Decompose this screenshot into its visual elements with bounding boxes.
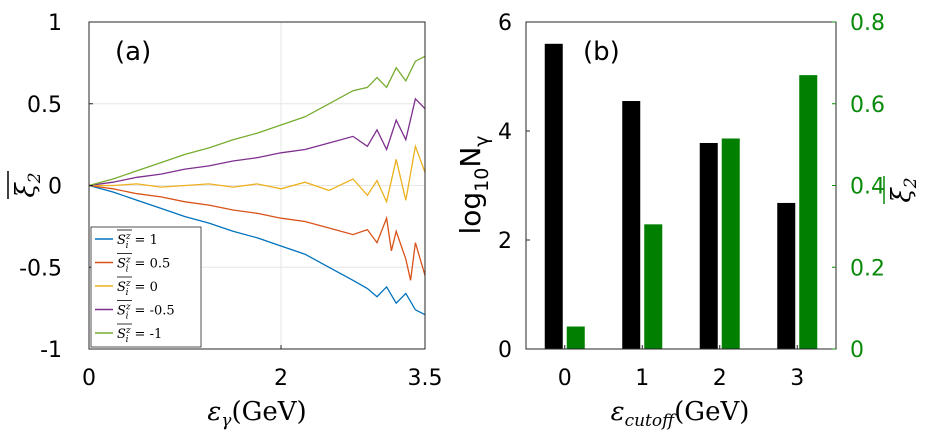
panel-b-right-title-main: ξ <box>887 187 917 203</box>
panel-a-y-tick-label: -1 <box>40 338 62 363</box>
panel-a-x-title-sub: γ <box>221 411 232 431</box>
panel-b-bars <box>544 43 818 350</box>
panel-a-y-title-sub: 2 <box>25 172 45 184</box>
panel-a-legend: Sz i = 1 Sz i = 0.5 Sz i = 0 Sz i = -0.5 Sz i = -1 <box>90 226 202 348</box>
series-line-2 <box>89 143 426 204</box>
panel-b-x-title-tail: (GeV) <box>674 397 749 427</box>
bar-log10N-0 <box>544 43 563 350</box>
legend-entry-2: Sz i = 0 <box>117 279 158 298</box>
panel-b-left-tick-label: 0 <box>498 338 512 363</box>
bar-log10N-2 <box>699 142 718 349</box>
panel-b-right-tick-label: 0.4 <box>850 175 885 200</box>
bar-xi2-2 <box>721 138 740 349</box>
svg-text:log10Nγ: log10Nγ <box>454 135 493 234</box>
panel-b-left-tick-label: 6 <box>498 11 512 36</box>
panel-b-x-tick-label: 3 <box>790 366 804 391</box>
panel-b-right-tick-label: 0.6 <box>850 93 885 118</box>
panel-b-label: (b) <box>583 37 620 67</box>
panel-a-x-title-tail: (GeV) <box>231 397 306 427</box>
svg-text:ξ2: ξ2 <box>11 172 45 197</box>
legend-entry-1: Sz i = 0.5 <box>117 256 170 275</box>
panel-a-series <box>88 55 426 316</box>
panel-a-y-ticks: -1 -0.5 0 0.5 1 <box>19 11 93 363</box>
panel-a: -1-0.500.51 0 2 3.5 (a) ξ2 εγ(GeV) Sz i = 1S… <box>7 11 443 431</box>
panel-b-left-title-sub: 10 <box>471 168 493 192</box>
panel-a-y-tick-label: 0 <box>48 175 62 200</box>
panel-a-x-title: εγ(GeV) <box>207 397 306 431</box>
panel-a-y-tick-label: 1 <box>48 11 62 36</box>
panel-b-left-title: log10Nγ <box>454 135 493 234</box>
panel-a-y-tick-label: -0.5 <box>19 256 62 281</box>
panel-a-label: (a) <box>115 37 151 67</box>
panel-a-y-title-main: ξ <box>11 182 41 198</box>
panel-b-left-tick-label: 2 <box>498 229 512 254</box>
panel-b-x-title-sub: cutoff <box>625 411 678 431</box>
panel-b-right-tick-label: 0.2 <box>850 256 885 281</box>
panel-b-right-title-sub: 2 <box>901 177 921 189</box>
panel-a-y-tick-label: 0.5 <box>27 93 62 118</box>
panel-a-x-ticks: 0 2 3.5 <box>82 345 443 391</box>
bar-xi2-3 <box>799 75 818 349</box>
panel-a-y-title: ξ2 <box>7 171 45 199</box>
panel-b-left-title-tail: N <box>454 147 487 168</box>
svg-text:ξ2: ξ2 <box>887 177 921 202</box>
series-line-1 <box>88 184 426 281</box>
panel-a-x-title-main: ε <box>207 397 221 427</box>
panel-b-x-ticks: 0 1 2 3 <box>558 345 804 391</box>
bar-log10N-3 <box>777 202 796 349</box>
panel-b-x-title-main: ε <box>611 397 625 427</box>
legend-entry-3: Sz i = -0.5 <box>117 303 175 322</box>
bar-xi2-1 <box>644 224 663 349</box>
bar-log10N-1 <box>622 101 641 350</box>
series-line-4 <box>88 55 426 187</box>
panel-b-x-tick-label: 2 <box>713 366 727 391</box>
legend-entry-4: Sz i = -1 <box>117 326 162 345</box>
panel-b-left-tick-label: 4 <box>498 120 512 145</box>
panel-a-x-tick-label: 0 <box>82 366 96 391</box>
panel-b-x-tick-label: 1 <box>635 366 649 391</box>
panel-b-x-tick-label: 0 <box>558 366 572 391</box>
panel-b-left-title-main: log <box>454 192 487 235</box>
panel-b-right-title: ξ2 <box>883 176 921 204</box>
panel-b-x-title: εcutoff(GeV) <box>611 397 750 431</box>
panel-b-left-ticks: 0 2 4 6 <box>498 11 530 363</box>
panel-b-left-title-sub2: γ <box>471 135 493 146</box>
series-line-3 <box>88 97 426 187</box>
panel-b-right-tick-label: 0 <box>850 338 864 363</box>
bar-xi2-0 <box>566 326 585 349</box>
panel-b-right-tick-label: 0.8 <box>850 11 885 36</box>
panel-a-x-tick-label: 3.5 <box>408 366 443 391</box>
series-line-0 <box>88 184 426 316</box>
panel-b-right-ticks: 0 0.2 0.4 0.6 0.8 <box>832 11 885 363</box>
panel-a-x-tick-label: 2 <box>274 366 288 391</box>
legend-entry-0: Sz i = 1 <box>117 232 158 251</box>
legend-box <box>90 226 202 348</box>
